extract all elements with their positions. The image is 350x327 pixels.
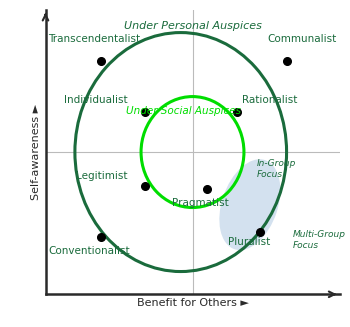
Text: Pluralist: Pluralist xyxy=(228,237,270,248)
Text: Under Personal Auspices: Under Personal Auspices xyxy=(124,21,261,31)
Text: In-Group
Focus: In-Group Focus xyxy=(257,160,296,179)
Text: Individualist: Individualist xyxy=(64,95,128,105)
Text: Communalist: Communalist xyxy=(267,34,337,44)
Text: Conventionalist: Conventionalist xyxy=(48,246,130,256)
Text: Legitimist: Legitimist xyxy=(76,170,128,181)
Text: Pragmatist: Pragmatist xyxy=(172,198,229,208)
Text: Multi-Group
Focus: Multi-Group Focus xyxy=(293,230,345,250)
Ellipse shape xyxy=(219,159,280,250)
Text: Transcendentalist: Transcendentalist xyxy=(48,34,141,44)
Y-axis label: Self-awareness ►: Self-awareness ► xyxy=(32,104,41,200)
Text: Under Social Auspices: Under Social Auspices xyxy=(126,107,241,116)
Text: Rationalist: Rationalist xyxy=(243,95,298,105)
X-axis label: Benefit for Others ►: Benefit for Others ► xyxy=(136,299,248,308)
